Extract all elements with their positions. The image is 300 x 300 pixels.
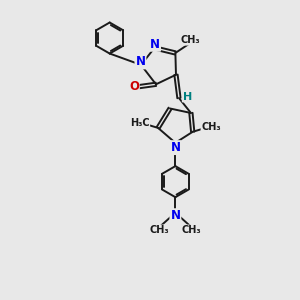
Text: CH₃: CH₃ [181,35,200,45]
Text: N: N [170,141,180,154]
Text: CH₃: CH₃ [182,225,202,235]
Text: N: N [170,209,180,222]
Text: H₃C: H₃C [130,118,149,128]
Text: N: N [150,38,160,51]
Text: N: N [135,56,146,68]
Text: O: O [129,80,139,93]
Text: CH₃: CH₃ [149,225,169,235]
Text: CH₃: CH₃ [201,122,221,132]
Text: H: H [183,92,192,101]
